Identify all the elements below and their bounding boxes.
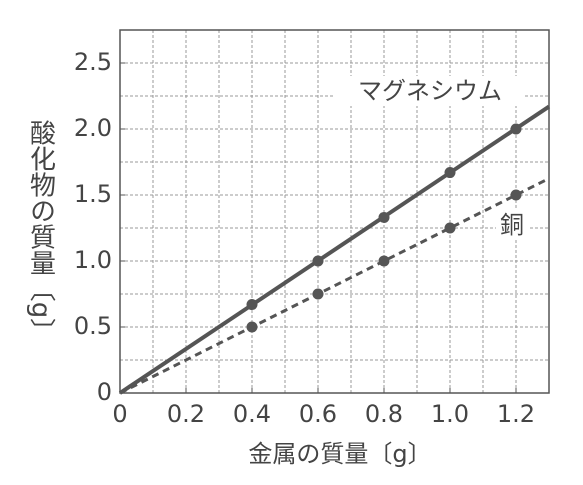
series-label: 銅 <box>500 211 524 239</box>
series-line <box>118 104 551 395</box>
data-point <box>246 299 258 311</box>
x-axis-label: 金属の質量〔g〕 <box>248 440 431 468</box>
data-point <box>378 255 390 267</box>
y-axis-label: 酸化物の質量〔g〕 <box>26 120 56 345</box>
x-tick-label: 0 <box>112 400 127 428</box>
series-label: マグネシウム <box>358 77 502 105</box>
x-tick-label: 1.0 <box>431 400 469 428</box>
data-point <box>246 321 258 333</box>
y-tick-label: 2.5 <box>74 48 112 76</box>
data-point <box>444 222 456 234</box>
y-tick-label: 1.0 <box>74 246 112 274</box>
label-bg <box>335 76 525 106</box>
y-tick-label: 0.5 <box>74 312 112 340</box>
plot-frame <box>119 29 550 394</box>
y-tick-label: 2.0 <box>74 114 112 142</box>
x-tick-label: 1.2 <box>497 400 535 428</box>
y-tick-label: 1.5 <box>74 180 112 208</box>
x-tick-label: 0.6 <box>299 400 337 428</box>
y-tick-label: 0 <box>97 378 112 406</box>
x-tick-label: 0.4 <box>233 400 271 428</box>
data-point <box>312 255 324 267</box>
data-point <box>510 123 522 135</box>
data-point <box>378 211 390 223</box>
data-point <box>444 167 456 179</box>
data-point <box>312 288 324 300</box>
series-line <box>119 177 550 395</box>
x-tick-label: 0.8 <box>365 400 403 428</box>
label-bg <box>496 210 528 240</box>
data-point <box>510 189 522 201</box>
x-tick-label: 0.2 <box>167 400 205 428</box>
